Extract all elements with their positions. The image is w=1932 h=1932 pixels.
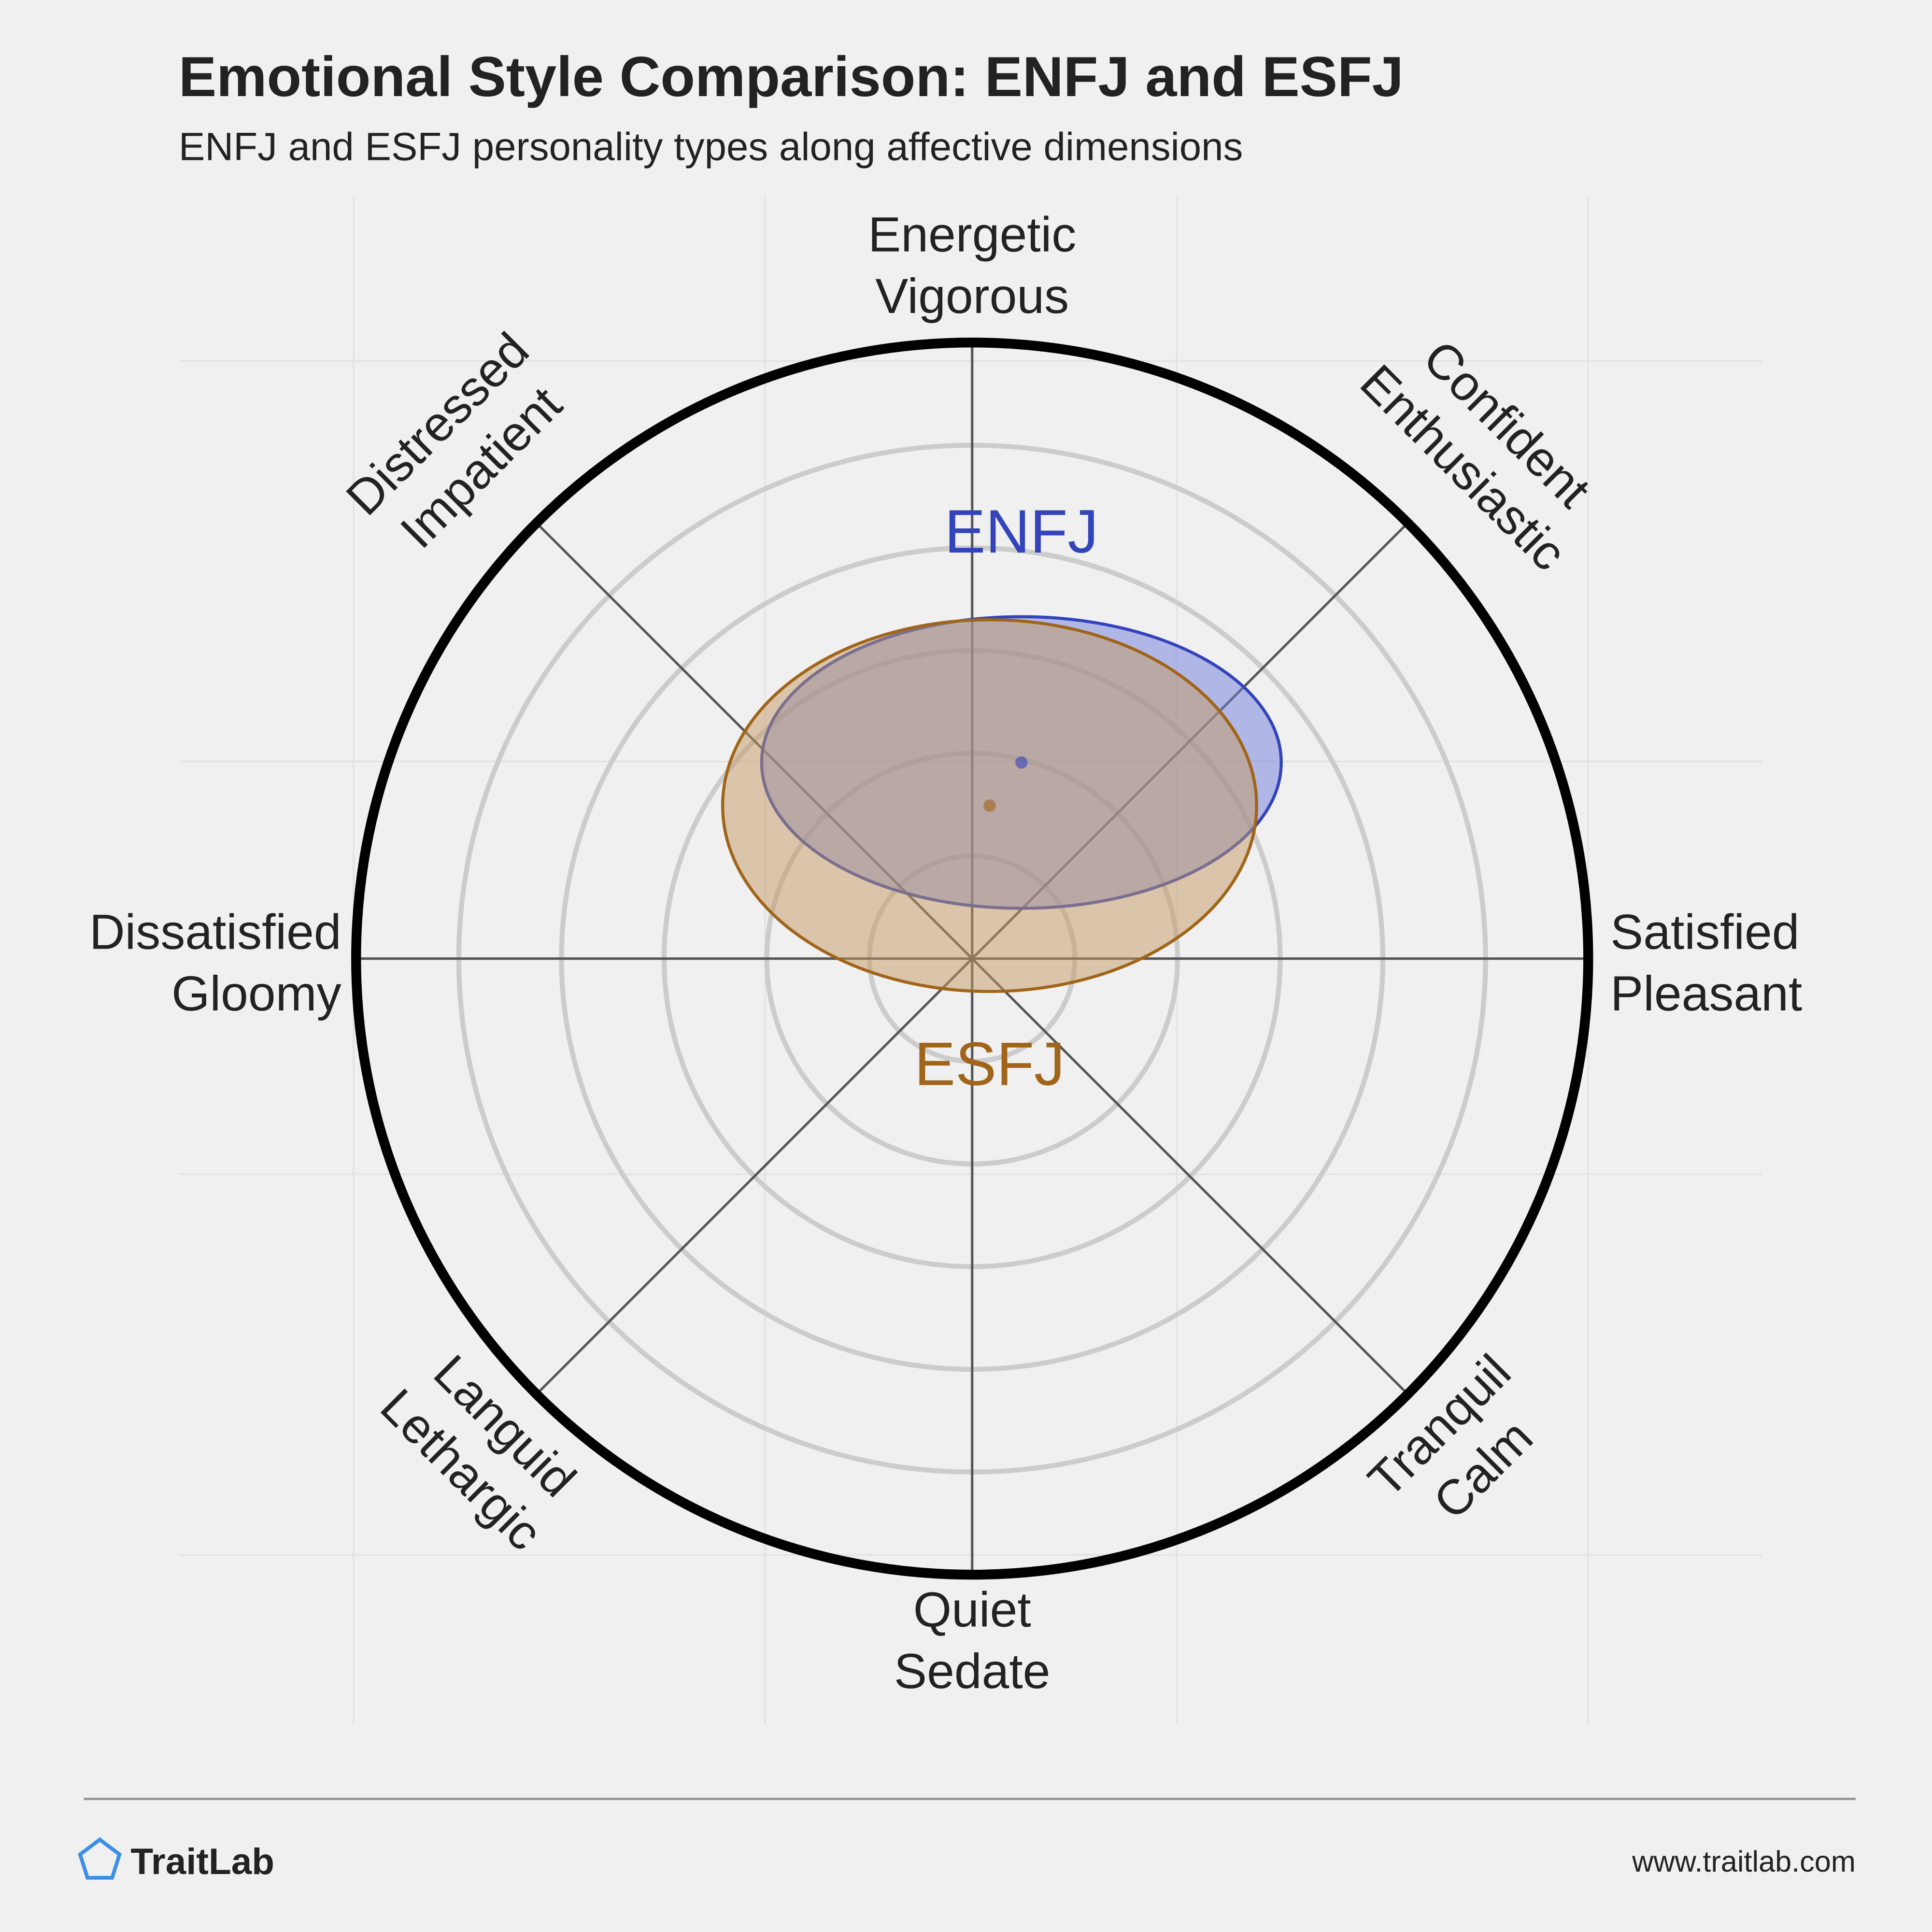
axis-label-line: Satisfied (1610, 904, 1799, 959)
axis-spoke (536, 957, 973, 1395)
outer-ring (351, 337, 1593, 1580)
axis-label-line: Sedate (894, 1644, 1050, 1699)
axis-label-line: Vigorous (875, 269, 1069, 324)
axis-label-line: Pleasant (1610, 966, 1802, 1021)
logo-icon (78, 1837, 122, 1880)
center-dot (1015, 756, 1028, 769)
axis-label-line: Energetic (868, 207, 1076, 262)
center-dot (983, 799, 996, 812)
axis-spoke (971, 957, 1409, 1395)
chart-title: Emotional Style Comparison: ENFJ and ESF… (179, 45, 1404, 108)
axis-label-line: Dissatisfied (89, 904, 341, 959)
series-label: ESFJ (914, 1030, 1065, 1099)
axis-label: Satisfied Pleasant (1610, 904, 1802, 1021)
axis-label-line: Quiet (913, 1582, 1031, 1637)
footer-brand: TraitLab (130, 1841, 274, 1882)
axis-label: Quiet Sedate (894, 1582, 1050, 1699)
axis-label-line: Gloomy (171, 966, 341, 1021)
series-label: ENFJ (944, 497, 1098, 566)
chart-subtitle: ENFJ and ESFJ personality types along af… (179, 125, 1243, 169)
footer-url: www.traitlab.com (1632, 1845, 1856, 1878)
axis-label: Energetic Vigorous (868, 207, 1076, 324)
axis-label: Dissatisfied Gloomy (89, 904, 341, 1021)
